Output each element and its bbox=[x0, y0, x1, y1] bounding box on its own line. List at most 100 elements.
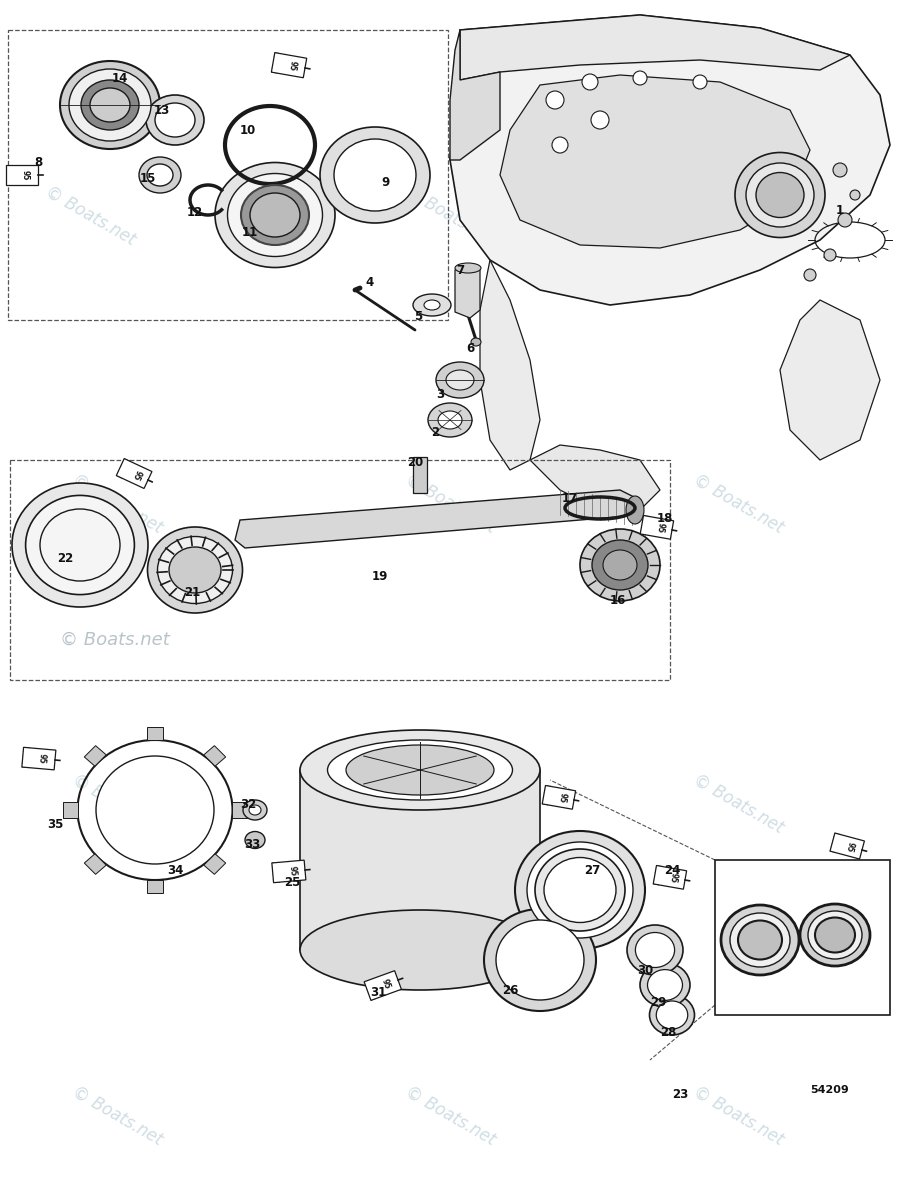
Ellipse shape bbox=[635, 932, 675, 967]
Text: 5: 5 bbox=[414, 310, 423, 323]
Text: 10: 10 bbox=[240, 124, 256, 137]
Polygon shape bbox=[364, 971, 401, 1001]
Ellipse shape bbox=[428, 403, 472, 437]
Text: 21: 21 bbox=[184, 586, 200, 599]
Polygon shape bbox=[455, 265, 480, 318]
Text: 95: 95 bbox=[655, 522, 665, 534]
Polygon shape bbox=[450, 14, 890, 305]
FancyBboxPatch shape bbox=[715, 860, 890, 1015]
Polygon shape bbox=[272, 860, 305, 883]
Text: 15: 15 bbox=[140, 172, 156, 185]
Ellipse shape bbox=[346, 745, 494, 794]
Text: 31: 31 bbox=[370, 985, 387, 998]
Text: 18: 18 bbox=[657, 511, 673, 524]
Ellipse shape bbox=[155, 103, 195, 137]
Ellipse shape bbox=[730, 913, 790, 967]
Ellipse shape bbox=[241, 185, 309, 245]
Text: 95: 95 bbox=[380, 978, 392, 991]
Text: © Boats.net: © Boats.net bbox=[60, 631, 169, 649]
Polygon shape bbox=[530, 445, 660, 510]
Ellipse shape bbox=[250, 193, 300, 236]
Polygon shape bbox=[830, 833, 864, 859]
Text: 95: 95 bbox=[287, 865, 297, 877]
Text: 7: 7 bbox=[456, 264, 464, 276]
Ellipse shape bbox=[535, 850, 625, 931]
Ellipse shape bbox=[800, 904, 870, 966]
Text: 95: 95 bbox=[37, 754, 47, 764]
Ellipse shape bbox=[648, 970, 682, 1001]
Polygon shape bbox=[232, 802, 247, 818]
Ellipse shape bbox=[25, 496, 134, 594]
Ellipse shape bbox=[735, 152, 825, 238]
Text: 95: 95 bbox=[287, 60, 297, 72]
Ellipse shape bbox=[148, 527, 242, 613]
Ellipse shape bbox=[69, 68, 151, 140]
Ellipse shape bbox=[527, 842, 633, 938]
Text: 95: 95 bbox=[844, 841, 856, 853]
Ellipse shape bbox=[60, 61, 160, 149]
Ellipse shape bbox=[496, 920, 584, 1000]
Text: 19: 19 bbox=[372, 570, 388, 582]
Ellipse shape bbox=[139, 157, 181, 193]
Text: © Boats.net: © Boats.net bbox=[68, 1082, 166, 1150]
Ellipse shape bbox=[656, 1001, 687, 1028]
Circle shape bbox=[850, 190, 860, 200]
Polygon shape bbox=[641, 516, 674, 539]
Ellipse shape bbox=[334, 139, 416, 211]
Text: © Boats.net: © Boats.net bbox=[690, 470, 787, 538]
Ellipse shape bbox=[81, 80, 139, 130]
Ellipse shape bbox=[245, 832, 265, 848]
Ellipse shape bbox=[12, 482, 148, 607]
Ellipse shape bbox=[603, 550, 637, 580]
Ellipse shape bbox=[650, 995, 695, 1034]
Ellipse shape bbox=[300, 730, 540, 810]
Ellipse shape bbox=[580, 529, 660, 601]
Polygon shape bbox=[450, 30, 500, 160]
Polygon shape bbox=[5, 166, 38, 185]
Polygon shape bbox=[653, 865, 687, 889]
Text: 95: 95 bbox=[21, 170, 30, 180]
Ellipse shape bbox=[413, 294, 451, 316]
Text: 11: 11 bbox=[241, 226, 258, 239]
Text: © Boats.net: © Boats.net bbox=[690, 182, 787, 250]
Text: 16: 16 bbox=[610, 594, 626, 606]
Ellipse shape bbox=[592, 540, 648, 590]
Text: © Boats.net: © Boats.net bbox=[690, 770, 787, 838]
Polygon shape bbox=[780, 300, 880, 460]
Circle shape bbox=[591, 110, 609, 128]
Text: 1: 1 bbox=[836, 204, 844, 216]
Ellipse shape bbox=[544, 858, 616, 923]
Ellipse shape bbox=[627, 925, 683, 974]
Polygon shape bbox=[271, 53, 306, 78]
Text: 27: 27 bbox=[584, 864, 600, 876]
Text: 24: 24 bbox=[664, 864, 680, 876]
Text: 20: 20 bbox=[407, 456, 423, 468]
Ellipse shape bbox=[146, 95, 204, 145]
Ellipse shape bbox=[215, 162, 335, 268]
Polygon shape bbox=[63, 802, 78, 818]
Text: 95: 95 bbox=[131, 468, 143, 481]
Bar bbox=[413, 457, 427, 493]
Polygon shape bbox=[300, 770, 540, 950]
Polygon shape bbox=[85, 745, 106, 766]
Text: 54209: 54209 bbox=[811, 1085, 850, 1094]
Text: 6: 6 bbox=[466, 342, 474, 354]
Ellipse shape bbox=[515, 830, 645, 949]
Ellipse shape bbox=[756, 173, 804, 217]
Polygon shape bbox=[22, 748, 56, 770]
Text: © Boats.net: © Boats.net bbox=[68, 770, 166, 838]
Text: 3: 3 bbox=[436, 389, 444, 402]
Circle shape bbox=[838, 214, 852, 227]
Text: 30: 30 bbox=[637, 964, 653, 977]
Text: 32: 32 bbox=[240, 798, 256, 811]
Text: 35: 35 bbox=[47, 818, 63, 832]
Text: 17: 17 bbox=[562, 492, 578, 504]
Text: © Boats.net: © Boats.net bbox=[68, 470, 166, 538]
Polygon shape bbox=[147, 880, 163, 893]
Polygon shape bbox=[480, 260, 540, 470]
Ellipse shape bbox=[96, 756, 214, 864]
Ellipse shape bbox=[455, 263, 481, 272]
Text: 25: 25 bbox=[284, 876, 300, 888]
Polygon shape bbox=[204, 854, 226, 875]
Ellipse shape bbox=[446, 370, 474, 390]
